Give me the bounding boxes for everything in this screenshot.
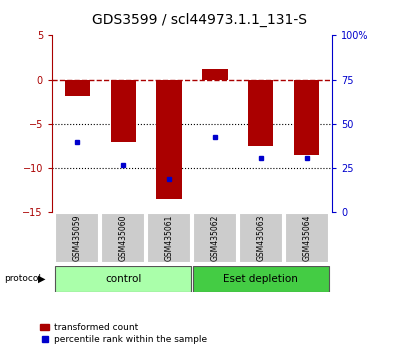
Text: protocol: protocol [4, 274, 41, 283]
Text: Eset depletion: Eset depletion [224, 274, 298, 284]
Text: GSM435063: GSM435063 [256, 215, 265, 261]
Text: GSM435059: GSM435059 [73, 215, 82, 261]
Bar [101, 213, 145, 263]
Legend: transformed count, percentile rank within the sample: transformed count, percentile rank withi… [36, 320, 210, 348]
Bar [285, 213, 329, 263]
Text: ▶: ▶ [38, 274, 46, 284]
Bar [55, 213, 99, 263]
Bar [248, 80, 274, 146]
Bar [294, 80, 319, 155]
Text: GDS3599 / scl44973.1.1_131-S: GDS3599 / scl44973.1.1_131-S [92, 12, 308, 27]
Bar [147, 213, 191, 263]
Bar [239, 213, 283, 263]
Bar [65, 80, 90, 96]
Text: GSM435062: GSM435062 [210, 215, 220, 261]
Text: control: control [105, 274, 141, 284]
Text: GSM435064: GSM435064 [302, 215, 311, 261]
Text: GSM435060: GSM435060 [119, 215, 128, 261]
Bar [110, 80, 136, 142]
Text: GSM435061: GSM435061 [164, 215, 174, 261]
Bar [193, 266, 329, 292]
Bar [202, 69, 228, 80]
Bar [156, 80, 182, 199]
Bar [193, 213, 237, 263]
Bar [55, 266, 191, 292]
